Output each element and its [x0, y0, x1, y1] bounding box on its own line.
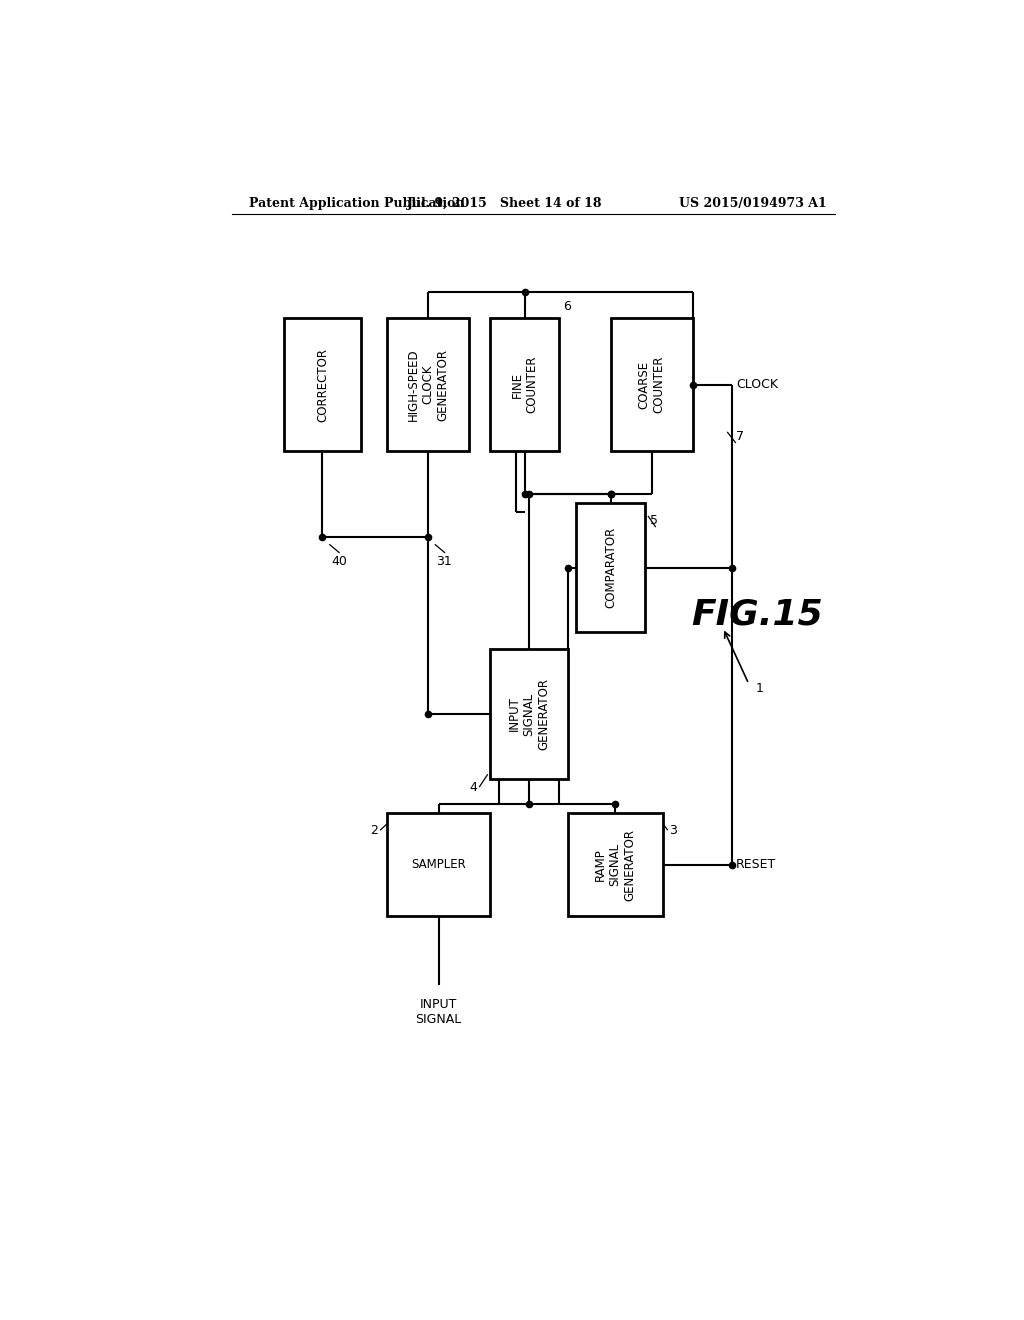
Text: INPUT
SIGNAL
GENERATOR: INPUT SIGNAL GENERATOR [508, 678, 551, 750]
Text: 2: 2 [371, 824, 379, 837]
Text: INPUT
SIGNAL: INPUT SIGNAL [416, 998, 462, 1026]
Text: CORRECTOR: CORRECTOR [315, 347, 329, 421]
Bar [490, 318, 559, 451]
Text: 1: 1 [756, 681, 764, 694]
Text: 6: 6 [563, 301, 571, 313]
Text: COARSE
COUNTER: COARSE COUNTER [638, 356, 666, 413]
Text: HIGH-SPEED
CLOCK
GENERATOR: HIGH-SPEED CLOCK GENERATOR [407, 348, 450, 421]
Text: RAMP
SIGNAL
GENERATOR: RAMP SIGNAL GENERATOR [594, 829, 637, 900]
Text: 3: 3 [670, 824, 678, 837]
Text: 40: 40 [331, 554, 347, 568]
Bar [568, 813, 663, 916]
Text: COMPARATOR: COMPARATOR [604, 527, 617, 609]
Bar [611, 318, 693, 451]
Bar [387, 813, 490, 916]
Text: 5: 5 [649, 513, 657, 527]
Text: 7: 7 [736, 430, 743, 442]
Text: FINE
COUNTER: FINE COUNTER [511, 356, 539, 413]
Text: US 2015/0194973 A1: US 2015/0194973 A1 [679, 197, 826, 210]
Text: 4: 4 [470, 780, 477, 793]
Text: 31: 31 [436, 554, 453, 568]
Bar [577, 503, 645, 632]
Text: Jul. 9, 2015   Sheet 14 of 18: Jul. 9, 2015 Sheet 14 of 18 [408, 197, 603, 210]
Text: CLOCK: CLOCK [736, 378, 778, 391]
Text: RESET: RESET [736, 858, 776, 871]
Bar [284, 318, 361, 451]
Bar [490, 649, 568, 779]
Text: FIG.15: FIG.15 [691, 598, 823, 632]
Text: SAMPLER: SAMPLER [412, 858, 466, 871]
Text: Patent Application Publication: Patent Application Publication [249, 197, 465, 210]
Bar [387, 318, 469, 451]
